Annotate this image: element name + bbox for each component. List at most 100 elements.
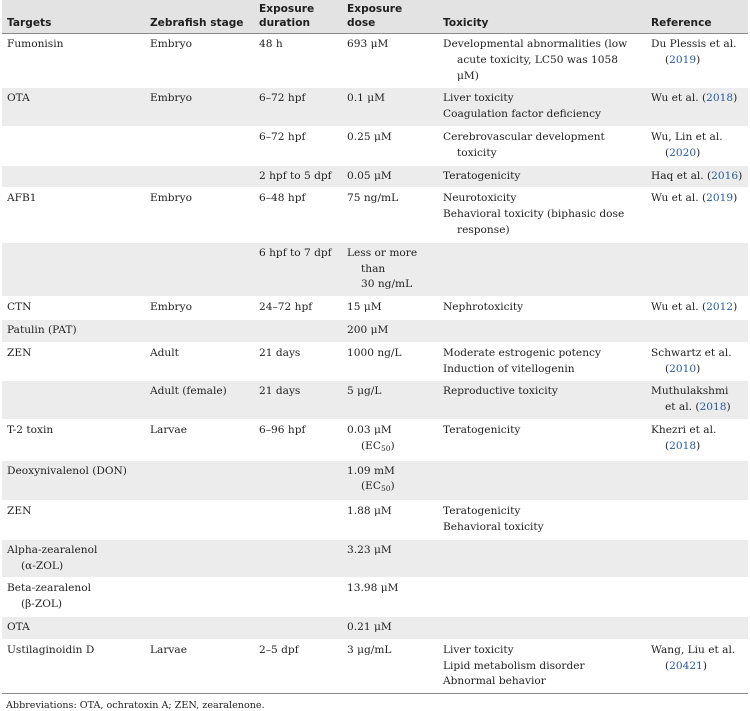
cell-target: ZEN [2, 500, 145, 540]
cell-reference [646, 577, 748, 617]
cell-reference: Wang, Liu et al. (20421) [646, 639, 748, 695]
cell-duration [254, 616, 342, 640]
cell-target [2, 380, 145, 420]
cell-toxicity: Liver toxicity Lipid metabolism disorder A… [438, 639, 646, 695]
cell-target: AFB1 [2, 187, 145, 243]
cell-duration [254, 319, 342, 343]
cell-duration: 24–72 hpf [254, 296, 342, 320]
cell-duration: 2–5 dpf [254, 639, 342, 695]
citation-link[interactable]: 2018 [706, 92, 734, 105]
cell-duration [254, 577, 342, 617]
cell-dose: 1.09 mM (EC50) [342, 460, 438, 502]
table-row: Adult (female) 21 days 5 μg/L Reproducti… [2, 380, 748, 420]
cell-toxicity [438, 577, 646, 617]
cell-stage: Embryo [145, 87, 254, 127]
cell-toxicity [438, 319, 646, 343]
table-row: ZEN 1.88 μM Teratogenicity Behavioral tox… [2, 500, 748, 540]
cell-target: CTN [2, 296, 145, 320]
cell-reference [646, 319, 748, 343]
header-duration: Exposure duration [254, 0, 342, 34]
cell-stage [145, 500, 254, 540]
cell-reference: Du Plessis et al. (2019) [646, 33, 748, 89]
cell-dose: 13.98 μM [342, 577, 438, 617]
citation-link[interactable]: 2020 [669, 146, 697, 159]
cell-stage: Larvae [145, 639, 254, 695]
citation-link[interactable]: 2010 [669, 362, 697, 375]
table-header: Targets Zebrafish stage Exposure duration… [2, 0, 748, 34]
table-row: Deoxynivalenol (DON) 1.09 mM (EC50) [2, 460, 748, 502]
cell-duration: 6–72 hpf [254, 87, 342, 127]
cell-reference: Schwartz et al. (2010) [646, 342, 748, 382]
cell-target: Alpha-zearalenol (α-ZOL) [2, 539, 145, 579]
cell-stage: Adult (female) [145, 380, 254, 420]
header-stage: Zebrafish stage [145, 0, 254, 34]
cell-dose: 1000 ng/L [342, 342, 438, 382]
cell-reference [646, 460, 748, 502]
cell-toxicity [438, 460, 646, 502]
cell-duration: 2 hpf to 5 dpf [254, 165, 342, 189]
citation-link[interactable]: 20421 [669, 659, 703, 672]
cell-stage [145, 460, 254, 502]
cell-target: Patulin (PAT) [2, 319, 145, 343]
cell-reference: Wu et al. (2012) [646, 296, 748, 320]
cell-dose: 0.21 μM [342, 616, 438, 640]
citation-link[interactable]: 2012 [706, 301, 734, 314]
cell-dose: 15 μM [342, 296, 438, 320]
citation-link[interactable]: 2018 [699, 401, 727, 414]
cell-dose: 3.23 μM [342, 539, 438, 579]
cell-target [2, 165, 145, 189]
header-reference: Reference [646, 0, 748, 34]
cell-stage [145, 126, 254, 166]
table-row: Ustilaginoidin D Larvae 2–5 dpf 3 μg/mL … [2, 639, 748, 695]
cell-toxicity [438, 539, 646, 579]
cell-target: Beta-zearalenol (β-ZOL) [2, 577, 145, 617]
cell-toxicity: Teratogenicity Behavioral toxicity [438, 500, 646, 540]
cell-dose: 0.25 μM [342, 126, 438, 166]
cell-target: OTA [2, 87, 145, 127]
table-row: 6 hpf to 7 dpf Less or more than 30 ng/mL [2, 242, 748, 298]
cell-stage: Embryo [145, 33, 254, 89]
cell-stage [145, 165, 254, 189]
cell-toxicity [438, 616, 646, 640]
table-row: CTN Embryo 24–72 hpf 15 μM Nephrotoxicit… [2, 296, 748, 320]
table-row: 6–72 hpf 0.25 μM Cerebrovascular develop… [2, 126, 748, 166]
citation-link[interactable]: 2016 [711, 169, 739, 182]
cell-reference: Muthulakshmi et al. (2018) [646, 380, 748, 420]
cell-toxicity: Cerebrovascular development toxicity [438, 126, 646, 166]
cell-dose: 5 μg/L [342, 380, 438, 420]
cell-toxicity: Teratogenicity [438, 419, 646, 461]
cell-stage [145, 577, 254, 617]
cell-dose: 75 ng/mL [342, 187, 438, 243]
cell-reference [646, 242, 748, 298]
citation-link[interactable]: 2019 [706, 192, 734, 205]
toxicity-table: Targets Zebrafish stage Exposure duration… [2, 0, 748, 695]
table-row: 2 hpf to 5 dpf 0.05 μM Teratogenicity Ha… [2, 165, 748, 189]
cell-stage [145, 242, 254, 298]
cell-toxicity: Nephrotoxicity [438, 296, 646, 320]
cell-reference [646, 616, 748, 640]
header-dose: Exposure dose [342, 0, 438, 34]
cell-target: Deoxynivalenol (DON) [2, 460, 145, 502]
cell-reference: Wu et al. (2018) [646, 87, 748, 127]
cell-duration: 21 days [254, 380, 342, 420]
cell-reference: Haq et al. (2016) [646, 165, 748, 189]
table-row: Beta-zearalenol (β-ZOL) 13.98 μM [2, 577, 748, 617]
table-row: OTA Embryo 6–72 hpf 0.1 μM Liver toxicit… [2, 87, 748, 127]
cell-toxicity [438, 242, 646, 298]
cell-duration [254, 460, 342, 502]
cell-duration: 6–72 hpf [254, 126, 342, 166]
table-row: Patulin (PAT) 200 μM [2, 319, 748, 343]
cell-dose: 0.1 μM [342, 87, 438, 127]
cell-dose: 3 μg/mL [342, 639, 438, 695]
cell-target: OTA [2, 616, 145, 640]
cell-target: Ustilaginoidin D [2, 639, 145, 695]
table-row: ZEN Adult 21 days 1000 ng/L Moderate est… [2, 342, 748, 382]
cell-stage: Adult [145, 342, 254, 382]
citation-link[interactable]: 2018 [669, 439, 697, 452]
cell-toxicity: Liver toxicity Coagulation factor deficie… [438, 87, 646, 127]
cell-dose: 200 μM [342, 319, 438, 343]
cell-stage [145, 319, 254, 343]
citation-link[interactable]: 2019 [669, 53, 697, 66]
cell-target: Fumonisin [2, 33, 145, 89]
